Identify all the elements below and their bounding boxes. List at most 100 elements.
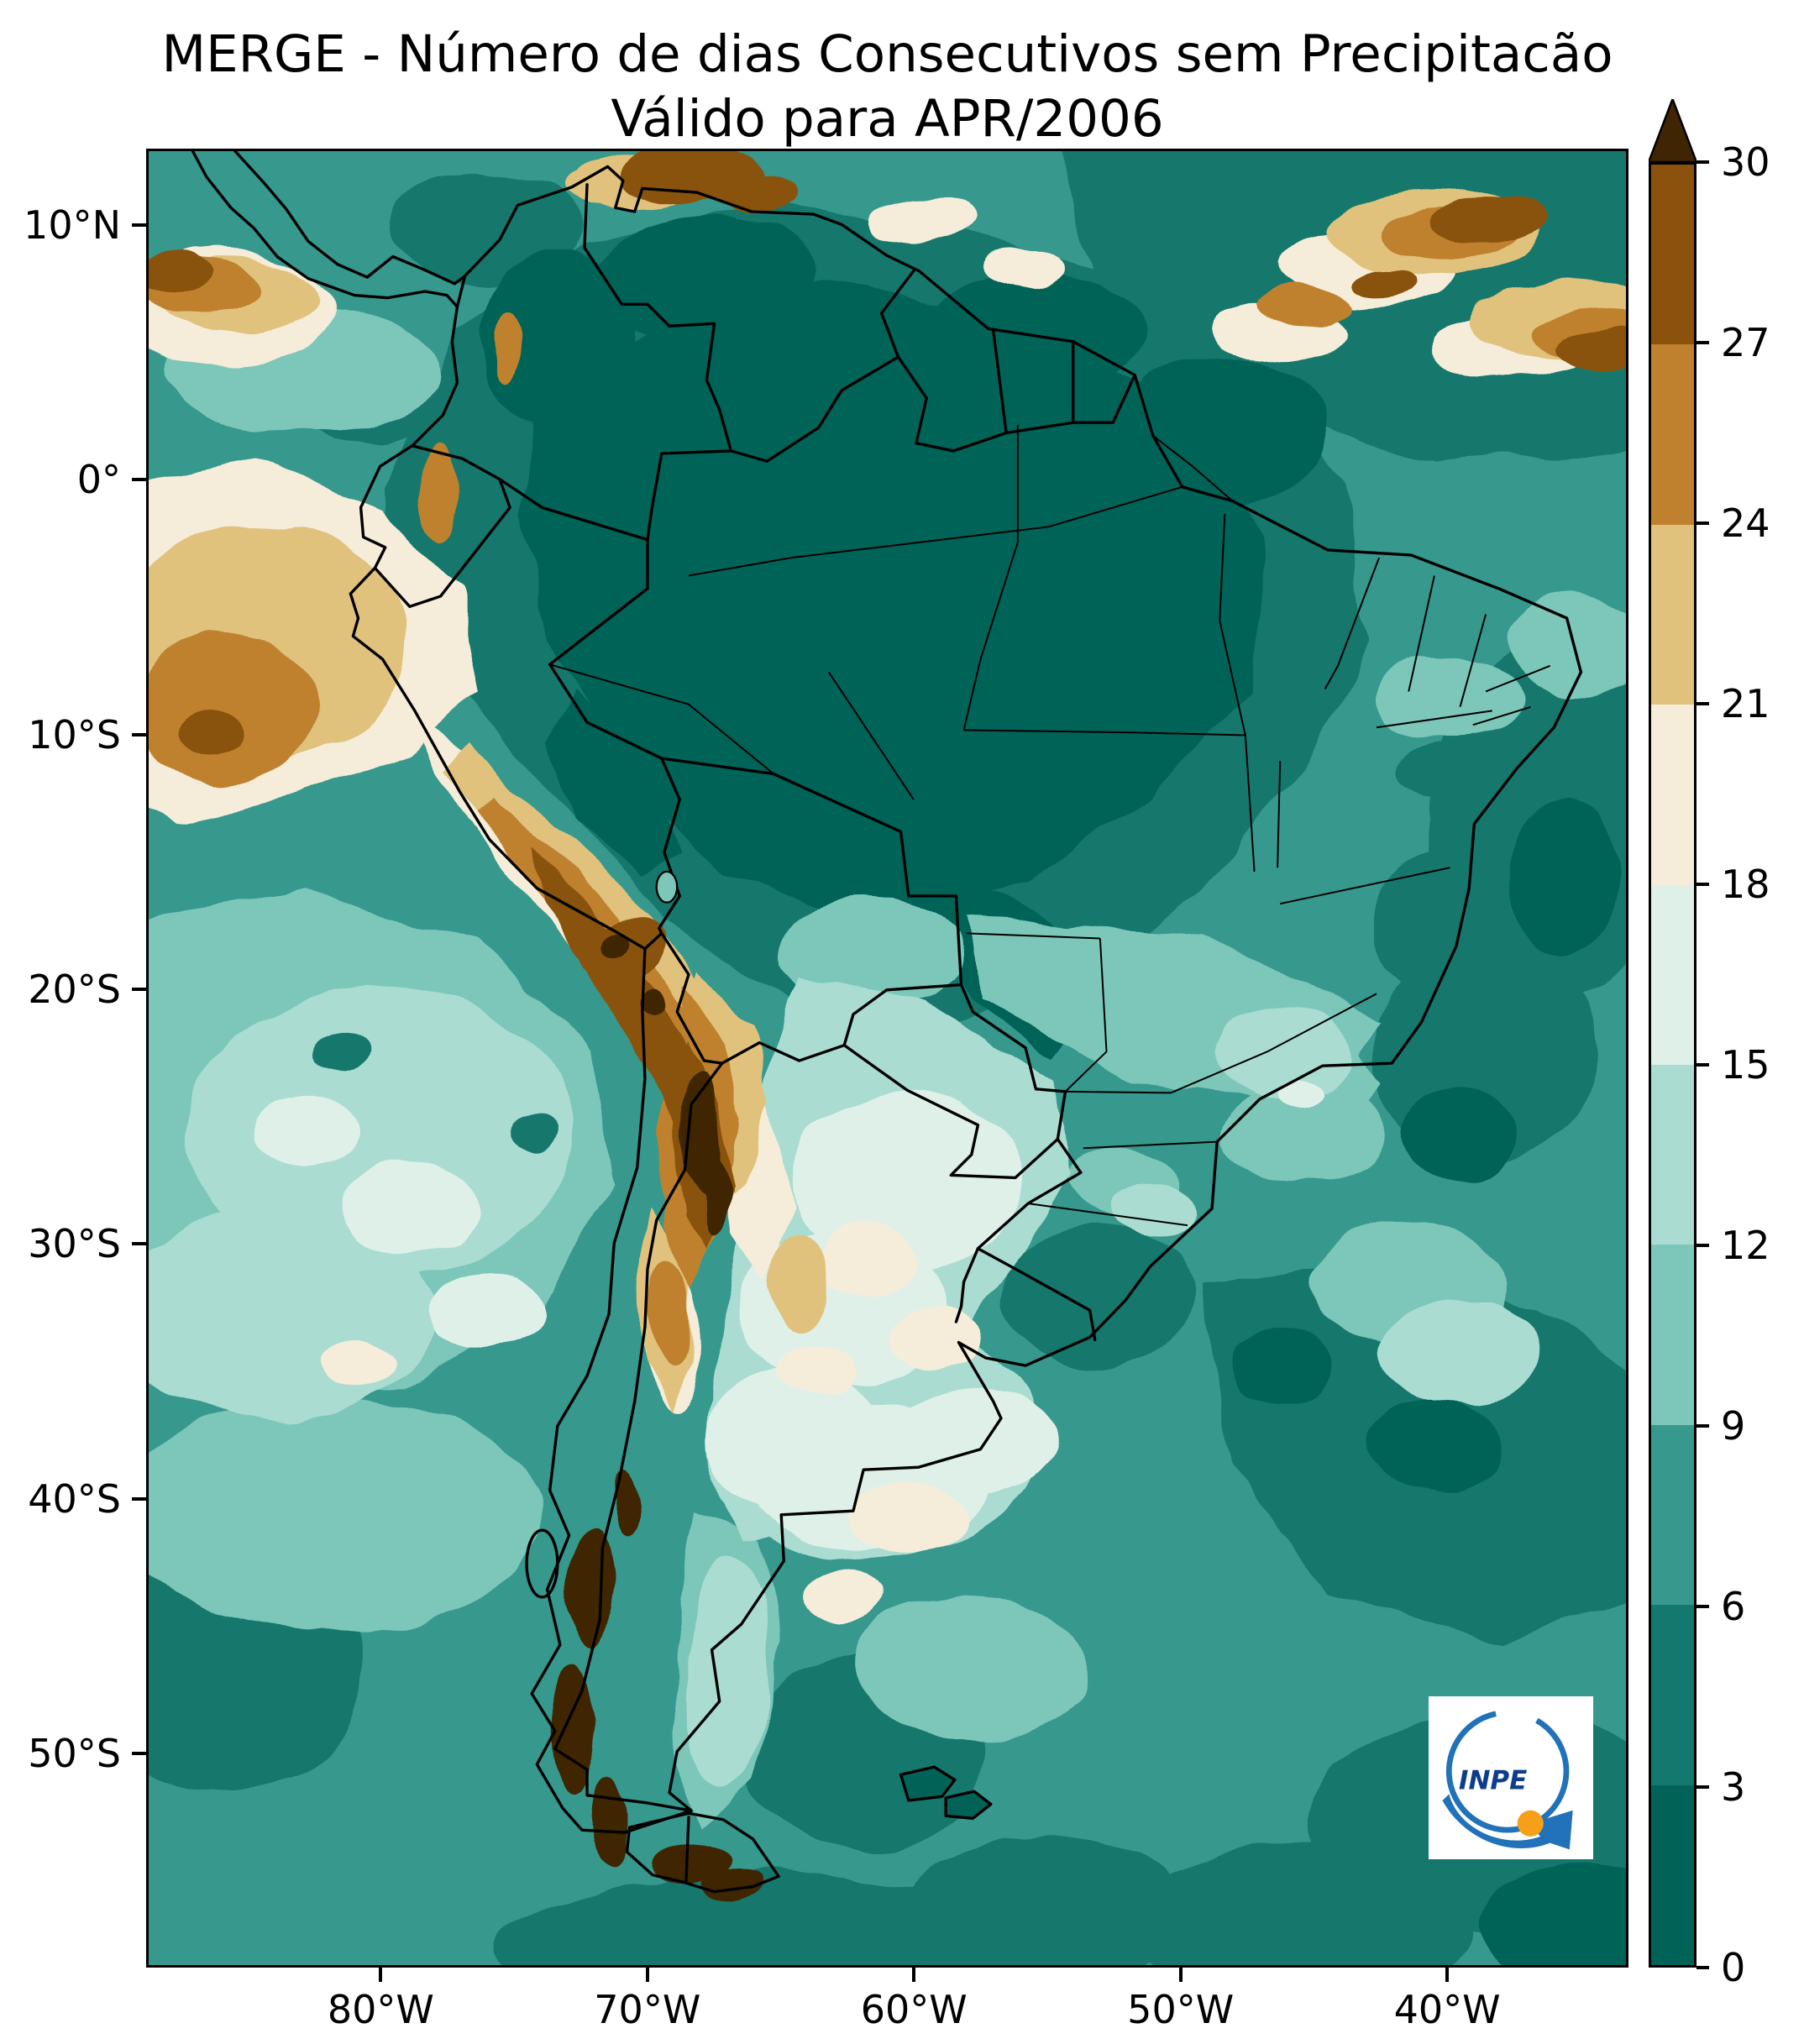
y-tick-label: 20°S — [28, 967, 121, 1013]
x-tick-label: 50°W — [1127, 1987, 1235, 2032]
border-guyana-brazil — [896, 355, 956, 453]
colorbar-segment — [1651, 1785, 1694, 1966]
border-chile-bolivia — [660, 931, 724, 1065]
x-tick-label: 40°W — [1393, 1987, 1501, 2032]
x-tick-mark — [1178, 1968, 1183, 1982]
border-tierra-del-fuego — [684, 1816, 690, 1884]
title-block: MERGE - Número de dias Consecutivos sem … — [146, 22, 1628, 151]
colorbar-tick-label: 24 — [1721, 501, 1770, 546]
islands-falkland — [899, 1765, 993, 1821]
y-tick-mark — [132, 732, 146, 736]
x-tick-label: 80°W — [327, 1987, 434, 2032]
coastline-central-america-pacific — [191, 151, 459, 309]
colorbar-tick-mark — [1696, 341, 1709, 344]
x-tick-mark — [912, 1968, 916, 1982]
y-tick-mark — [132, 223, 146, 227]
colorbar-extend-triangle — [1649, 99, 1696, 162]
colorbar-tick-mark — [1696, 1785, 1709, 1789]
border-colombia-venezuela — [583, 183, 733, 453]
colorbar-segment — [1651, 705, 1694, 885]
y-tick-label: 50°S — [28, 1731, 121, 1777]
colorbar-segment — [1651, 1605, 1694, 1785]
y-tick-label: 10°N — [24, 202, 121, 248]
island-chiloe — [525, 1528, 559, 1599]
border-brazil-uruguay — [976, 1247, 1097, 1342]
colorbar-tick-label: 6 — [1721, 1584, 1746, 1629]
x-tick-label: 60°W — [860, 1987, 968, 2032]
border-bolivia-brazil — [660, 757, 963, 987]
colorbar-tick-label: 15 — [1721, 1042, 1770, 1088]
colorbar-tick-mark — [1696, 521, 1709, 525]
colorbar-tick-label: 18 — [1721, 862, 1770, 907]
colorbar-segment — [1651, 884, 1694, 1066]
colorbar-segment — [1651, 1424, 1694, 1606]
colorbar-tick-label: 30 — [1721, 139, 1770, 185]
border-colombia-peru — [498, 477, 649, 590]
inpe-logo-arrow — [1442, 1794, 1573, 1850]
map-raster — [149, 151, 1626, 1965]
border-peru-chile — [643, 931, 663, 951]
x-tick-mark — [379, 1968, 383, 1982]
y-tick-mark — [132, 988, 146, 992]
colorbar-tick-label: 3 — [1721, 1764, 1746, 1810]
colorbar-segment — [1651, 344, 1694, 525]
border-bolivia-paraguay — [842, 983, 963, 1047]
border-ecuador-peru — [373, 477, 511, 608]
chart-title: MERGE - Número de dias Consecutivos sem … — [161, 24, 1613, 84]
x-tick-mark — [645, 1968, 649, 1982]
inpe-logo-orange-dot — [1517, 1810, 1544, 1837]
y-tick-label: 30°S — [28, 1221, 121, 1267]
x-tick-label: 70°W — [594, 1987, 701, 2032]
colorbar-segment — [1651, 1245, 1694, 1425]
chart-subtitle: Válido para APR/2006 — [611, 89, 1164, 149]
colorbar-tick-mark — [1696, 1605, 1709, 1608]
colorbar-segment — [1651, 165, 1694, 345]
border-guyana-suriname — [992, 329, 1008, 435]
x-axis-labels: 80°W 70°W 60°W 50°W 40°W — [146, 1987, 1628, 2037]
state-borders — [549, 425, 1551, 1227]
colorbar-tick-label: 12 — [1721, 1223, 1770, 1268]
border-venezuela-brazil — [729, 355, 900, 463]
border-brazil-argentina — [976, 1137, 1083, 1250]
island-tierra-del-fuego — [625, 1811, 780, 1894]
y-axis-ticks — [132, 149, 146, 1968]
colorbar-segment — [1651, 1065, 1694, 1245]
colorbar-bar — [1649, 162, 1696, 1968]
colorbar-tick-label: 27 — [1721, 320, 1770, 365]
y-tick-label: 0° — [76, 457, 121, 503]
colorbar-tick-mark — [1696, 1063, 1709, 1067]
map-frame: INPE — [146, 149, 1628, 1968]
colorbar-tick-label: 9 — [1721, 1403, 1746, 1449]
colorbar-tick-mark — [1696, 1424, 1709, 1428]
y-tick-label: 10°S — [28, 711, 121, 757]
y-tick-label: 40°S — [28, 1475, 121, 1522]
border-colombia-brazil — [646, 449, 733, 542]
colorbar-tick-mark — [1696, 1966, 1709, 1969]
border-peru-brazil — [548, 587, 663, 760]
colorbar-tick-mark — [1696, 883, 1709, 886]
y-tick-mark — [132, 478, 146, 482]
colorbar-tick-mark — [1696, 702, 1709, 705]
inpe-logo: INPE — [1429, 1696, 1593, 1859]
colorbar-tick-label: 21 — [1721, 681, 1770, 726]
inpe-logo-text: INPE — [1459, 1766, 1527, 1796]
inpe-logo-art: INPE — [1442, 1710, 1573, 1850]
lake-titicaca — [655, 870, 679, 904]
border-uruguay-argentina — [954, 1247, 980, 1323]
coastline-south-america — [349, 165, 1583, 1834]
y-tick-mark — [132, 1496, 146, 1501]
x-tick-mark — [1445, 1968, 1450, 1982]
border-paraguay-argentina — [842, 1043, 1060, 1180]
border-paraguay-brazil — [959, 983, 1067, 1141]
y-axis-labels: 10°N 0° 10°S 20°S 30°S 40°S 50°S — [0, 149, 124, 1968]
border-argentina-chile — [553, 1061, 724, 1812]
colorbar: 0 3 6 9 12 15 18 21 24 27 30 — [1649, 99, 1804, 1997]
colorbar-tick-label: 0 — [1721, 1945, 1746, 1990]
colorbar-segment — [1651, 524, 1694, 705]
border-bolivia-argentina — [721, 1040, 846, 1065]
south-america-precipitation-map — [149, 151, 1626, 1965]
y-tick-mark — [132, 1752, 146, 1756]
border-colombia-ecuador — [411, 444, 501, 481]
coastline-and-country-borders — [191, 151, 1583, 1894]
border-guyana-venezuela — [879, 269, 915, 359]
